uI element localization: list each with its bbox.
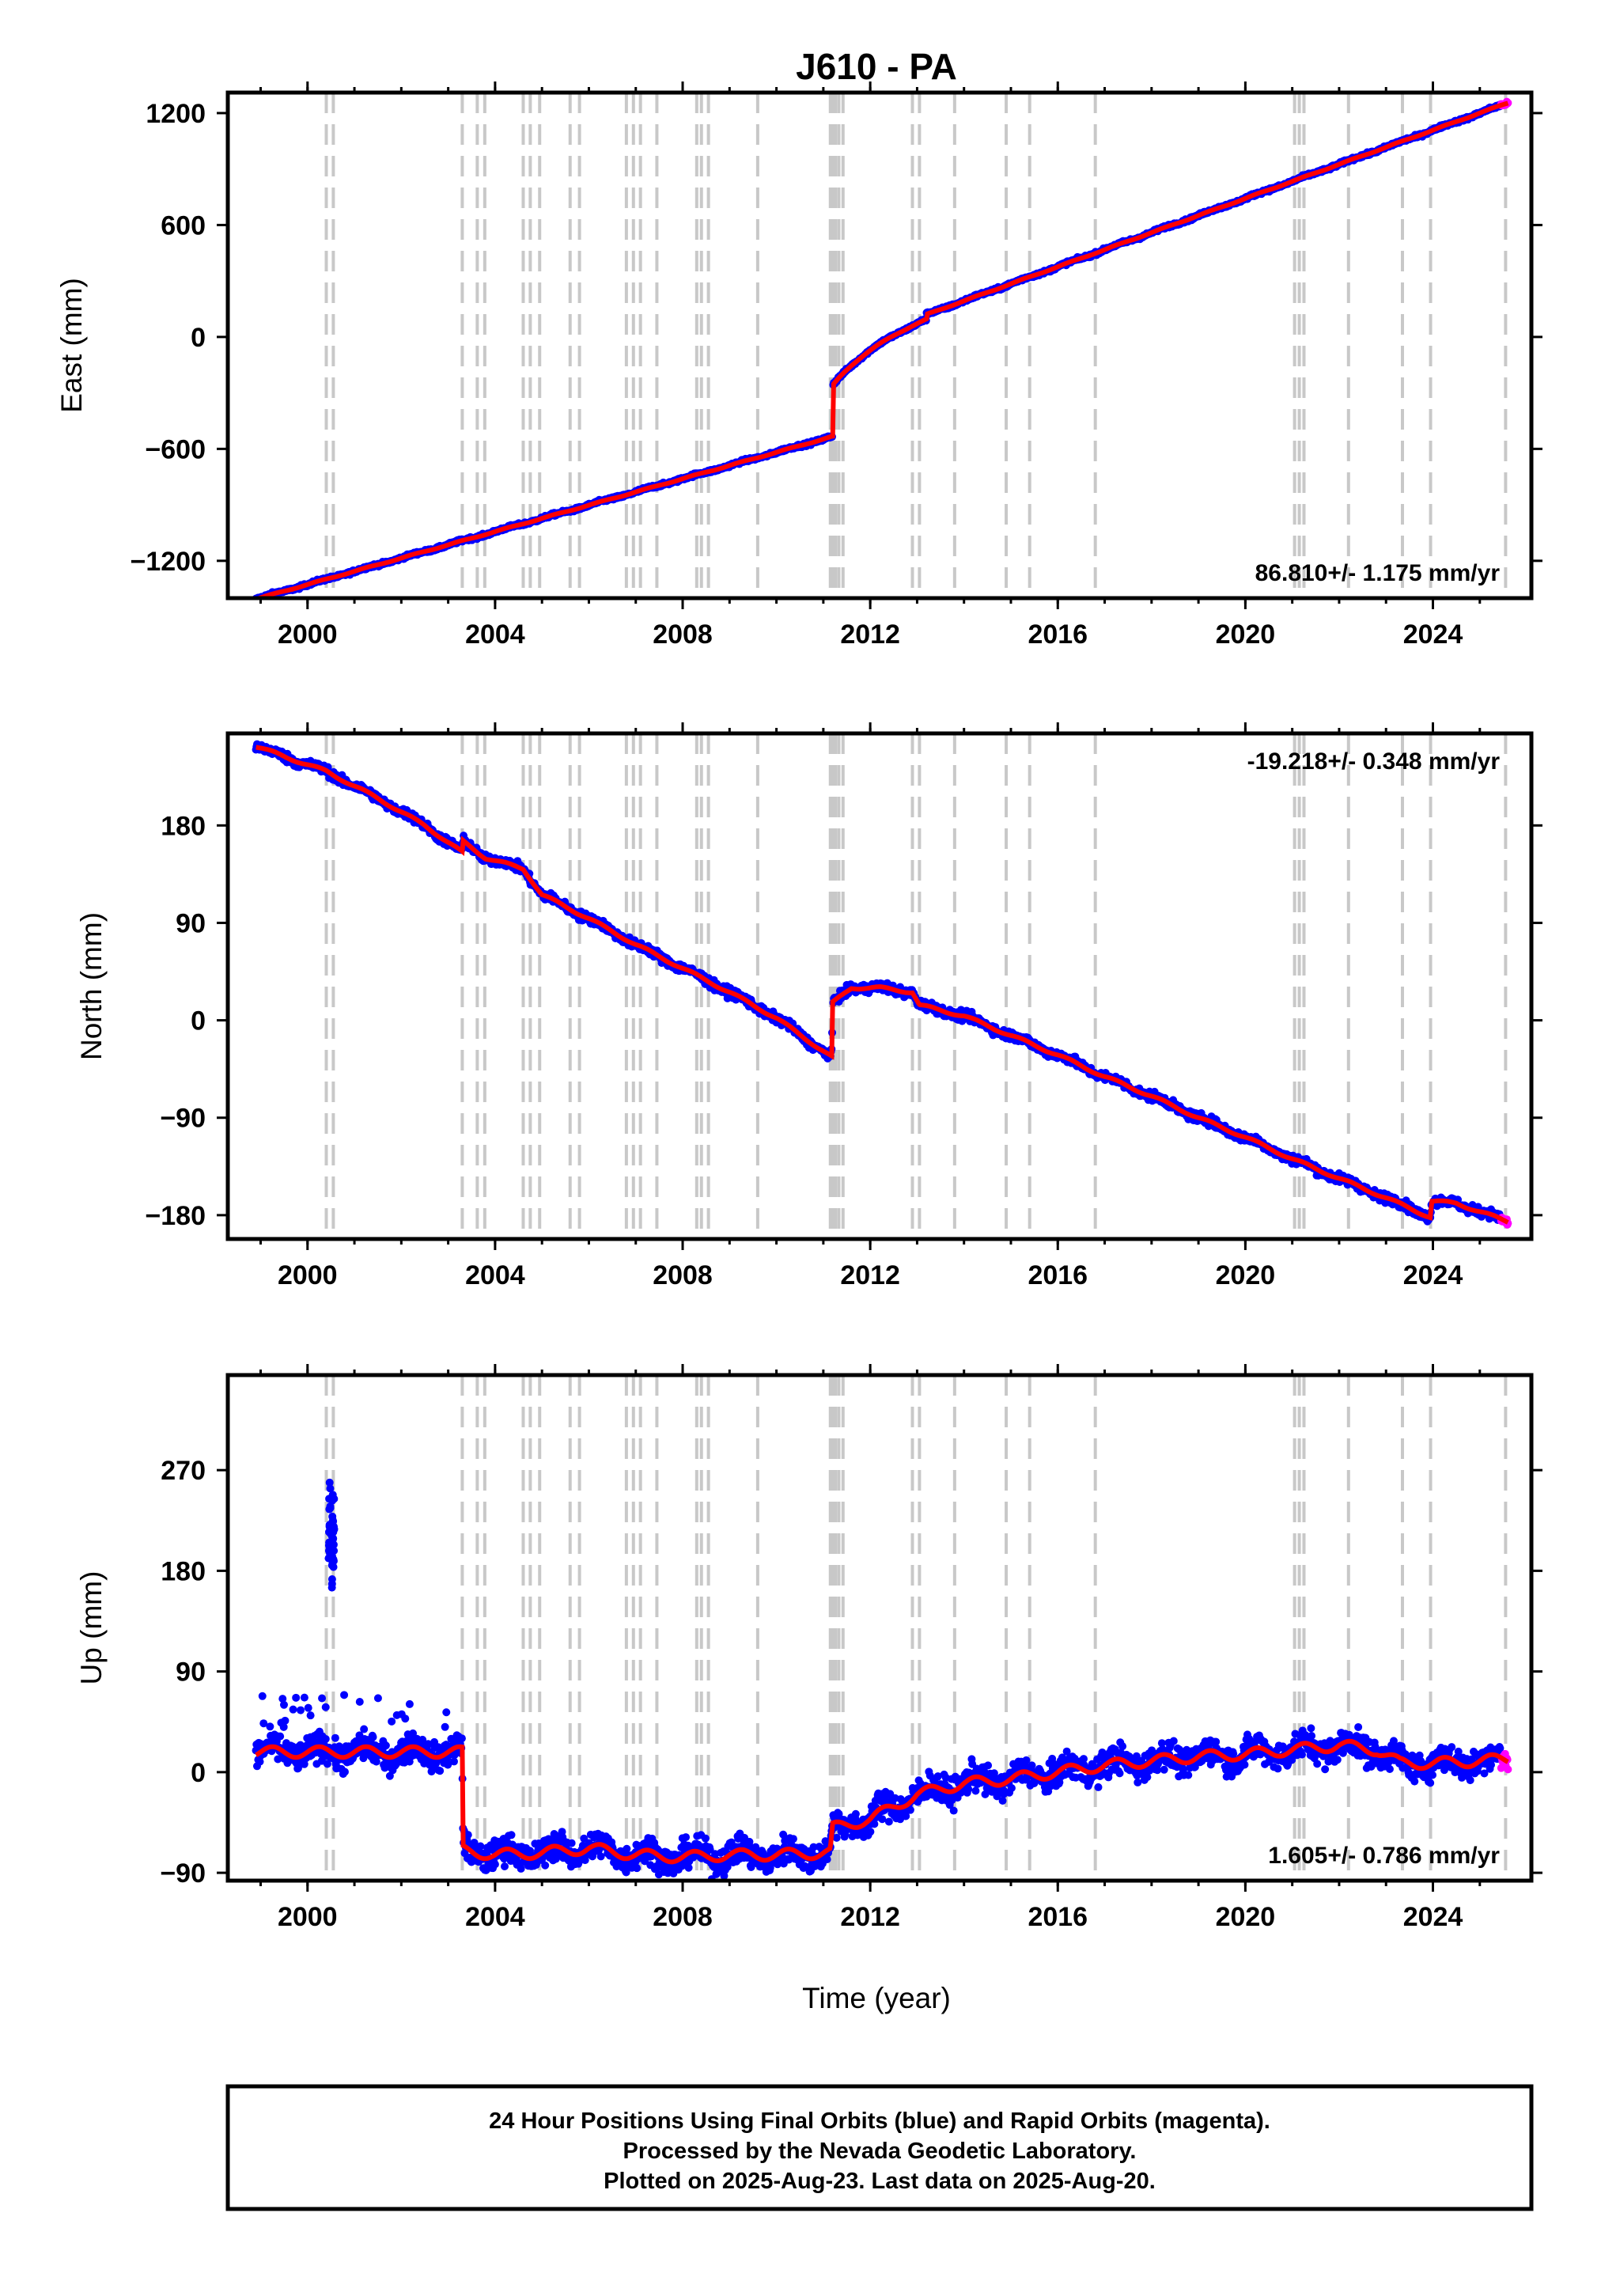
panels-group: 2000 2004 2008 2012 2016 2020 2024 −1200 −600 0 60…	[55, 81, 1542, 1932]
data-point	[274, 1755, 282, 1764]
data-points	[252, 97, 1512, 598]
x-tick-label: 2004	[465, 1260, 525, 1290]
x-tick-label: 2016	[1028, 619, 1088, 650]
y-tick-label: −1200	[131, 547, 206, 577]
panel-north: 2000 2004 2008 2012 2016 2020 2024 −180 −90 0 90 18…	[75, 722, 1542, 1290]
plot-frame	[225, 731, 1534, 1241]
y-tick-label: 0	[191, 1006, 206, 1036]
y-tick-label: −90	[160, 1104, 206, 1134]
data-point	[360, 1725, 369, 1733]
rate-label: -19.218+/- 0.348 mm/yr	[1247, 748, 1501, 775]
event-lines	[324, 93, 1508, 598]
rate-label: 86.810+/- 1.175 mm/yr	[1255, 560, 1501, 586]
x-tick-label: 2000	[278, 1260, 338, 1290]
y-tick-label: 90	[176, 908, 206, 938]
y-tick-label: 0	[191, 323, 206, 353]
x-tick-label: 2024	[1403, 1260, 1463, 1290]
y-tick-label: 1200	[146, 99, 206, 129]
y-axis-label: North (mm)	[75, 912, 108, 1060]
event-lines	[324, 733, 1508, 1239]
y-tick-label: −180	[145, 1201, 206, 1231]
data-point	[255, 1757, 264, 1766]
data-point	[340, 1767, 349, 1776]
plot-frame	[225, 90, 1534, 601]
y-axis-label: East (mm)	[55, 278, 88, 413]
x-tick-label: 2016	[1028, 1260, 1088, 1290]
x-tick-label: 2008	[653, 619, 713, 650]
chart-title: J610 - PA	[796, 46, 957, 87]
x-tick-label: 2020	[1216, 619, 1276, 650]
panel-up: 2000 2004 2008 2012 2016 2020 2024−90090180270…	[75, 1364, 1542, 1932]
data-point	[369, 1733, 377, 1741]
model-line	[255, 744, 1509, 1225]
data-point	[266, 1722, 274, 1731]
data-point	[323, 1760, 331, 1768]
x-tick-label: 2012	[840, 1260, 900, 1290]
data-point	[300, 1760, 308, 1768]
data-point	[331, 1733, 339, 1742]
data-point	[276, 1732, 285, 1741]
data-point	[381, 1741, 390, 1750]
y-tick-label: −600	[145, 434, 206, 464]
x-tick-label: 2008	[653, 1260, 713, 1290]
x-tick-label: 2012	[840, 619, 900, 650]
data-points	[252, 740, 1512, 1229]
data-point	[321, 1734, 330, 1743]
x-tick-label: 2024	[1403, 619, 1463, 650]
x-tick-label: 2020	[1216, 1260, 1276, 1290]
panel-east: 2000 2004 2008 2012 2016 2020 2024 −1200 −600 0 60…	[55, 81, 1542, 650]
model-line	[255, 100, 1509, 598]
data-points	[252, 1478, 1512, 1881]
x-tick-label: 2000	[278, 619, 338, 650]
y-tick-label: 180	[161, 811, 206, 841]
y-tick-label: 600	[161, 210, 206, 241]
x-tick-label: 2004	[465, 619, 525, 650]
